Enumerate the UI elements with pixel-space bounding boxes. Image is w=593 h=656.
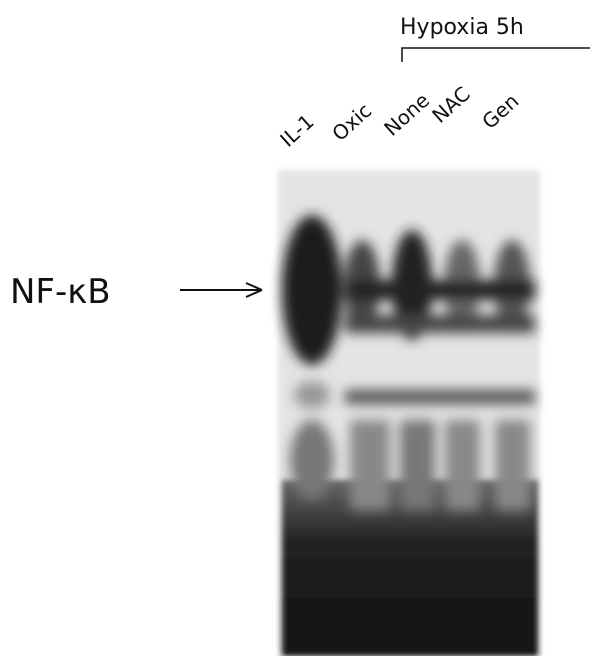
band-arrow <box>180 282 263 298</box>
group-label: Hypoxia 5h <box>400 15 524 40</box>
lane-label: NAC <box>427 82 474 128</box>
lane-label: IL-1 <box>275 109 318 151</box>
lane-label: Oxic <box>327 98 376 145</box>
group-bracket <box>401 47 590 62</box>
lane-label: Gen <box>477 89 523 134</box>
band-label: NF-κB <box>10 272 111 312</box>
gel-image <box>278 170 540 656</box>
lane-label: None <box>379 88 434 141</box>
